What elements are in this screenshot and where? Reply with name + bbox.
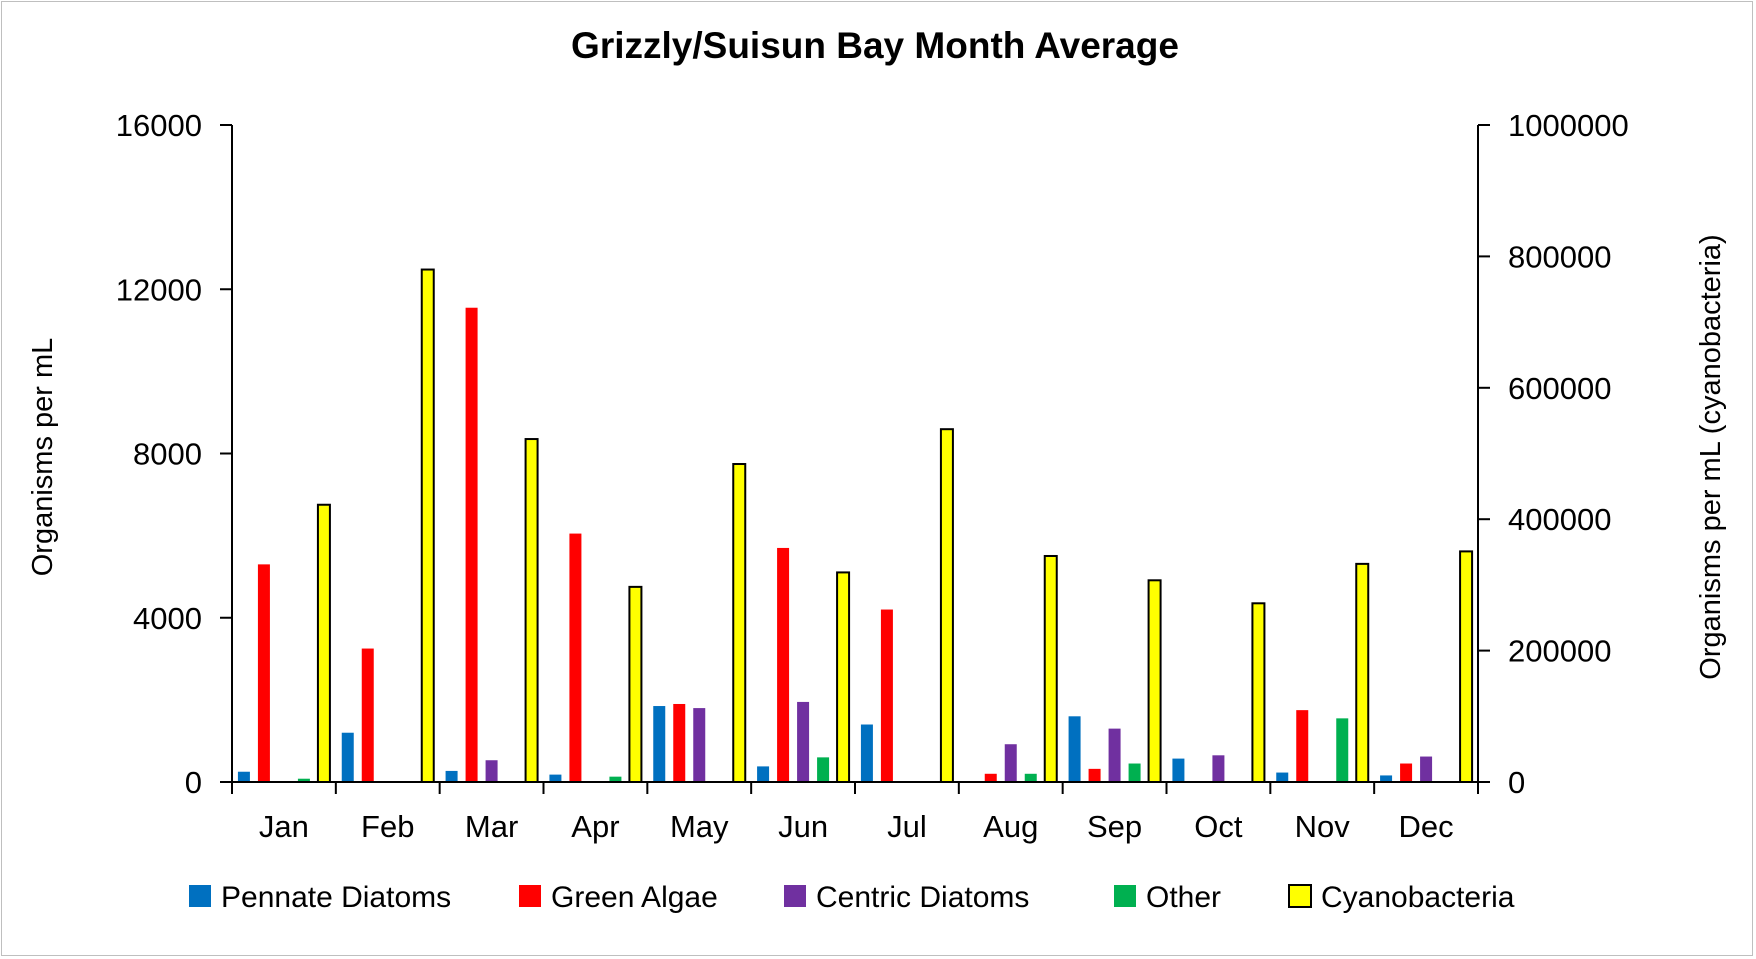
y-tick-label: 16000 xyxy=(116,108,202,143)
bar-other-aug xyxy=(1024,773,1037,782)
bar-pennate-diatoms-feb xyxy=(341,732,354,782)
bar-other-apr xyxy=(609,776,622,782)
bar-centric-diatoms-mar xyxy=(485,760,498,782)
y2-tick-label: 600000 xyxy=(1508,371,1611,406)
bar-cyanobacteria-mar xyxy=(524,438,539,783)
bar-pennate-diatoms-may xyxy=(653,706,666,782)
legend-label: Pennate Diatoms xyxy=(221,881,451,914)
bar-pennate-diatoms-mar xyxy=(445,770,458,782)
x-tick-label: Jan xyxy=(259,809,309,844)
chart-title: Grizzly/Suisun Bay Month Average xyxy=(571,25,1179,66)
bar-centric-diatoms-jun xyxy=(797,701,810,782)
bar-centric-diatoms-aug xyxy=(1004,744,1017,782)
bar-green-algae-feb xyxy=(361,648,374,782)
y2-axis-label: Organisms per mL (cyanobacteria) xyxy=(1695,234,1727,679)
x-tick-label: Oct xyxy=(1194,809,1243,844)
x-tick-label: Dec xyxy=(1399,809,1454,844)
y-tick-label: 8000 xyxy=(133,437,202,472)
x-tick-label: Sep xyxy=(1087,809,1142,844)
y2-tick-label: 800000 xyxy=(1508,239,1611,274)
bar-green-algae-may xyxy=(673,703,686,782)
bar-centric-diatoms-sep xyxy=(1108,728,1121,782)
y-axis-label: Organisms per mL xyxy=(27,338,59,577)
bar-cyanobacteria-feb xyxy=(420,268,435,784)
bar-green-algae-sep xyxy=(1088,768,1101,782)
bar-cyanobacteria-apr xyxy=(628,585,643,783)
legend-item-other: Other xyxy=(1114,881,1221,914)
bar-pennate-diatoms-oct xyxy=(1172,758,1185,782)
y-tick-label: 12000 xyxy=(116,272,202,307)
bar-cyanobacteria-oct xyxy=(1251,602,1266,784)
bar-green-algae-aug xyxy=(984,773,997,782)
x-tick-label: Mar xyxy=(465,809,518,844)
x-tick-label: Feb xyxy=(361,809,414,844)
bar-centric-diatoms-dec xyxy=(1420,756,1433,782)
bar-green-algae-jan xyxy=(257,564,270,782)
bar-green-algae-jun xyxy=(777,547,790,782)
bar-cyanobacteria-jul xyxy=(939,428,954,783)
y2-tick-label: 200000 xyxy=(1508,634,1611,669)
x-tick-label: Jul xyxy=(887,809,927,844)
legend-label: Cyanobacteria xyxy=(1321,881,1515,914)
bar-other-jan xyxy=(297,778,310,782)
bar-green-algae-jul xyxy=(880,609,893,782)
legend-item-pennate-diatoms: Pennate Diatoms xyxy=(189,881,451,914)
x-tick-label: May xyxy=(670,809,729,844)
bar-cyanobacteria-jun xyxy=(836,571,851,783)
bar-green-algae-nov xyxy=(1296,710,1309,782)
bar-green-algae-dec xyxy=(1400,763,1413,782)
y2-tick-label: 400000 xyxy=(1508,502,1611,537)
bar-pennate-diatoms-sep xyxy=(1068,716,1081,782)
bar-cyanobacteria-may xyxy=(732,463,747,783)
legend-label: Centric Diatoms xyxy=(816,881,1029,914)
legend-item-green-algae: Green Algae xyxy=(519,881,718,914)
bar-cyanobacteria-dec xyxy=(1459,550,1474,783)
x-tick-label: Jun xyxy=(778,809,828,844)
legend-label: Other xyxy=(1146,881,1221,914)
bar-pennate-diatoms-nov xyxy=(1276,772,1289,782)
bar-pennate-diatoms-jul xyxy=(860,724,873,782)
y-tick-label: 4000 xyxy=(133,601,202,636)
bar-green-algae-apr xyxy=(569,533,582,782)
y-tick-label: 0 xyxy=(185,765,202,800)
x-tick-label: Nov xyxy=(1295,809,1351,844)
bar-pennate-diatoms-apr xyxy=(549,774,562,782)
bar-cyanobacteria-aug xyxy=(1043,554,1058,783)
bar-cyanobacteria-nov xyxy=(1355,562,1370,783)
bar-pennate-diatoms-jan xyxy=(237,771,250,782)
x-tick-label: Apr xyxy=(571,809,619,844)
bar-cyanobacteria-sep xyxy=(1147,579,1162,784)
legend-swatch xyxy=(784,885,806,907)
bar-centric-diatoms-may xyxy=(693,708,706,782)
bar-centric-diatoms-oct xyxy=(1212,755,1225,782)
bar-pennate-diatoms-dec xyxy=(1380,775,1393,782)
bar-other-sep xyxy=(1128,763,1141,782)
legend-item-centric-diatoms: Centric Diatoms xyxy=(784,881,1029,914)
plot-area: 0 4000 8000 12000 16000 0 200000 400000 600000 80… xyxy=(116,108,1629,844)
legend-swatch xyxy=(1114,885,1136,907)
bar-other-jun xyxy=(817,757,830,782)
bar-pennate-diatoms-jun xyxy=(757,766,770,782)
bar-other-nov xyxy=(1336,718,1349,782)
legend-item-cyanobacteria: Cyanobacteria xyxy=(1288,881,1515,914)
legend-swatch xyxy=(1288,884,1312,908)
bar-green-algae-mar xyxy=(465,307,478,782)
y2-tick-label: 1000000 xyxy=(1508,108,1629,143)
bar-cyanobacteria-jan xyxy=(316,503,331,783)
legend-label: Green Algae xyxy=(551,881,718,914)
x-tick-label: Aug xyxy=(983,809,1038,844)
y2-tick-label: 0 xyxy=(1508,765,1525,800)
legend: Pennate Diatoms Green Algae Centric Diatom… xyxy=(189,881,1515,914)
legend-swatch xyxy=(189,885,211,907)
legend-swatch xyxy=(519,885,541,907)
